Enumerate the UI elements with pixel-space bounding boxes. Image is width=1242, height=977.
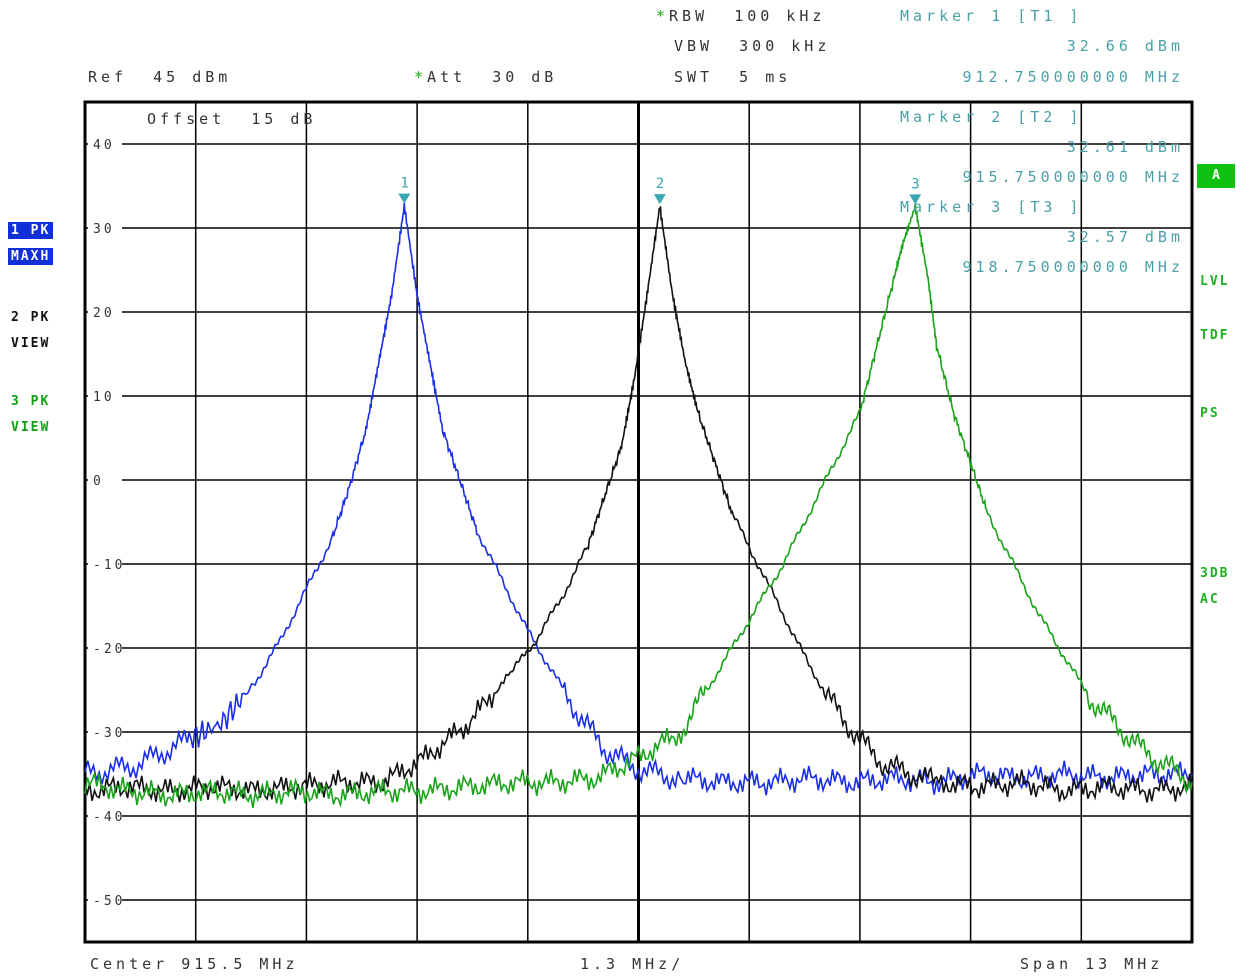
y-tick-label: -20 xyxy=(93,642,125,657)
freq-per-div: 1.3 MHz/ xyxy=(580,955,685,973)
y-tick-label: 40 xyxy=(93,138,115,153)
y-tick-label: 0 xyxy=(93,474,104,489)
status-lvl: LVL xyxy=(1200,274,1230,289)
trace2-pk-label: 2 PK xyxy=(11,310,51,325)
marker2-freq: 915.750000000 MHz xyxy=(962,168,1184,186)
trace-1-line xyxy=(84,202,1193,796)
y-tick-label: 20 xyxy=(93,306,115,321)
marker3-title: Marker 3 [T3 ] xyxy=(900,198,1083,216)
vbw-label: VBW 300 kHz xyxy=(674,37,831,55)
y-tick-label: 10 xyxy=(93,390,115,405)
marker-1-triangle xyxy=(398,193,411,204)
y-tick-label: 30 xyxy=(93,222,115,237)
marker-3-triangle xyxy=(909,194,922,205)
marker1-freq: 912.750000000 MHz xyxy=(962,68,1184,86)
marker-2-triangle xyxy=(653,194,666,205)
trace3-pk-label: 3 PK xyxy=(11,394,51,409)
ref-label: Ref 45 dBm xyxy=(88,68,232,86)
marker1-title: Marker 1 [T1 ] xyxy=(900,7,1083,25)
marker3-level: 32.57 dBm xyxy=(1066,228,1184,246)
y-tick-label: -40 xyxy=(93,810,125,825)
trace-2-line xyxy=(84,206,1193,803)
marker3-freq: 918.750000000 MHz xyxy=(962,258,1184,276)
marker-2-label: 2 xyxy=(656,176,664,192)
vbw-value: 300 kHz xyxy=(739,37,831,55)
ref-value: 45 dBm xyxy=(153,68,232,86)
rbw-value: 100 kHz xyxy=(734,7,826,25)
att-label: *Att 30 dB xyxy=(414,68,558,86)
rbw-star: * xyxy=(656,7,670,25)
marker-1-label: 1 xyxy=(400,176,408,192)
status-3db: 3DB xyxy=(1200,566,1230,581)
offset-text: Offset 15 dB xyxy=(147,110,317,128)
tick-label-bg xyxy=(88,724,122,740)
rbw-label: *RBW 100 kHz xyxy=(656,7,826,25)
marker-3-label: 3 xyxy=(911,176,919,192)
tick-label-bg xyxy=(88,304,122,320)
trace1-mode-label: MAXH xyxy=(8,248,54,265)
y-tick-label: -50 xyxy=(93,894,125,909)
tick-label-bg xyxy=(88,388,122,404)
swt-value: 5 ms xyxy=(739,68,792,86)
status-ac: AC xyxy=(1200,592,1220,607)
att-star: * xyxy=(414,68,428,86)
y-tick-label: -30 xyxy=(93,726,125,741)
offset-value: 15 dB xyxy=(251,110,317,128)
trace2-mode-label: VIEW xyxy=(11,336,51,351)
marker2-level: 32.61 dBm xyxy=(1066,138,1184,156)
tick-label-bg xyxy=(88,136,122,152)
status-tdf: TDF xyxy=(1200,328,1230,343)
tick-label-bg xyxy=(88,220,122,236)
trace-3-line xyxy=(84,203,1193,809)
trace3-mode-label: VIEW xyxy=(11,420,51,435)
swt-label: SWT 5 ms xyxy=(674,68,792,86)
tick-label-bg xyxy=(88,472,122,488)
status-a-badge: A xyxy=(1197,164,1235,188)
att-value: 30 dB xyxy=(492,68,558,86)
tick-label-bg xyxy=(88,556,122,572)
tick-label-bg xyxy=(88,640,122,656)
status-ps: PS xyxy=(1200,406,1220,421)
trace1-pk-label: 1 PK xyxy=(8,222,54,239)
marker2-title: Marker 2 [T2 ] xyxy=(900,108,1083,126)
span-freq: Span 13 MHz xyxy=(1020,955,1164,973)
center-freq: Center 915.5 MHz xyxy=(90,955,299,973)
tick-label-bg xyxy=(88,808,122,824)
y-tick-label: -10 xyxy=(93,558,125,573)
marker1-level: 32.66 dBm xyxy=(1066,37,1184,55)
tick-label-bg xyxy=(88,892,122,908)
